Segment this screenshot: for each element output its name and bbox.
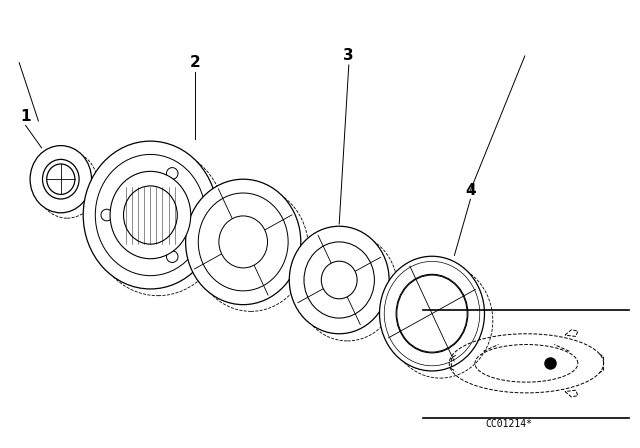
Text: 2: 2 (190, 55, 200, 70)
Ellipse shape (220, 225, 248, 259)
Ellipse shape (321, 261, 357, 299)
Ellipse shape (95, 155, 205, 276)
Ellipse shape (219, 216, 268, 268)
Text: CC01214*: CC01214* (486, 419, 532, 429)
Ellipse shape (186, 179, 301, 305)
Ellipse shape (101, 209, 113, 221)
Text: 4: 4 (465, 183, 476, 198)
Ellipse shape (198, 193, 288, 291)
Ellipse shape (304, 242, 374, 318)
Ellipse shape (380, 256, 484, 371)
Ellipse shape (83, 141, 218, 289)
Ellipse shape (110, 171, 191, 259)
Ellipse shape (42, 159, 79, 199)
Ellipse shape (30, 146, 92, 213)
Ellipse shape (47, 164, 75, 194)
Text: 1: 1 (20, 109, 31, 124)
Ellipse shape (397, 275, 467, 352)
Ellipse shape (166, 168, 178, 179)
Ellipse shape (289, 226, 389, 334)
Ellipse shape (396, 274, 468, 353)
Text: 3: 3 (344, 48, 354, 64)
Ellipse shape (124, 186, 177, 244)
Ellipse shape (166, 251, 178, 263)
